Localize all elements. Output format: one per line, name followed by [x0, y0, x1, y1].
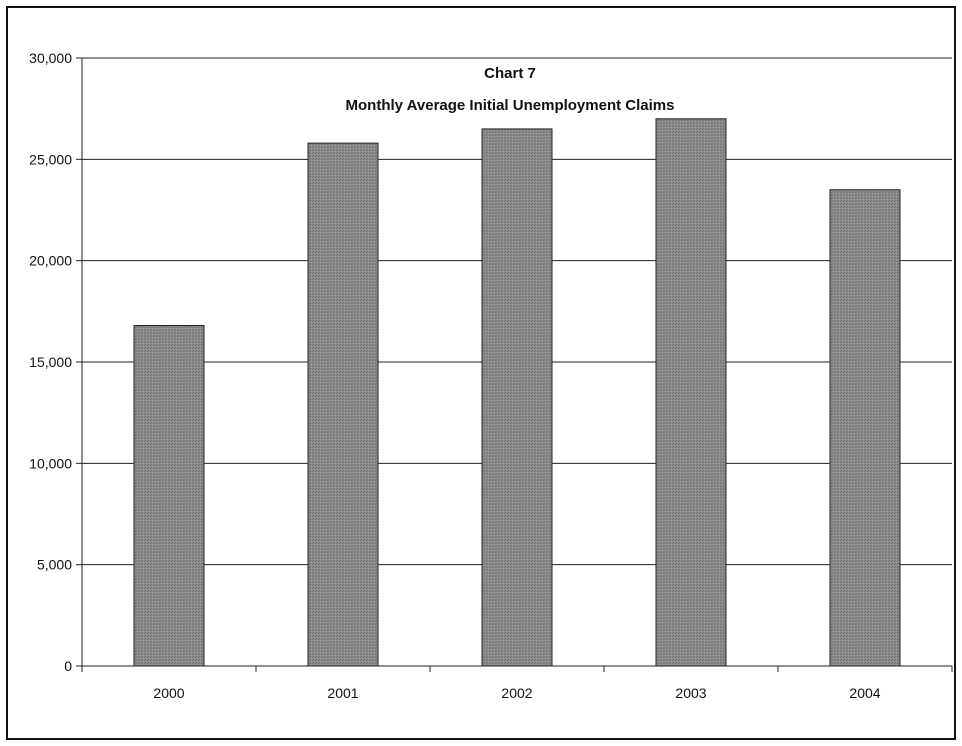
- y-tick-label: 5,000: [37, 557, 72, 573]
- y-tick-label: 25,000: [29, 151, 72, 167]
- y-tick-label: 10,000: [29, 455, 72, 471]
- y-tick-label: 30,000: [29, 50, 72, 66]
- y-tick-label: 20,000: [29, 253, 72, 269]
- bar-2001: [307, 142, 379, 667]
- x-axis-ticks: 2000 2001 2002 2003 2004: [81, 666, 953, 701]
- x-tick-label: 2001: [327, 685, 358, 701]
- bar-2002: [481, 128, 553, 667]
- y-axis-ticks: 0 5,000 10,000 15,000 20,000 25,000 30,000: [29, 50, 82, 674]
- bars: [133, 118, 901, 667]
- bar-2000: [133, 325, 205, 667]
- bar-2003: [655, 118, 727, 667]
- x-tick-label: 2002: [501, 685, 532, 701]
- chart-subtitle: Monthly Average Initial Unemployment Cla…: [346, 97, 675, 114]
- chart-title: Chart 7: [484, 65, 536, 82]
- x-tick-label: 2004: [849, 685, 880, 701]
- y-tick-label: 0: [64, 658, 72, 674]
- y-tick-label: 15,000: [29, 354, 72, 370]
- bar-2004: [829, 189, 901, 667]
- x-tick-label: 2003: [675, 685, 706, 701]
- x-tick-label: 2000: [153, 685, 184, 701]
